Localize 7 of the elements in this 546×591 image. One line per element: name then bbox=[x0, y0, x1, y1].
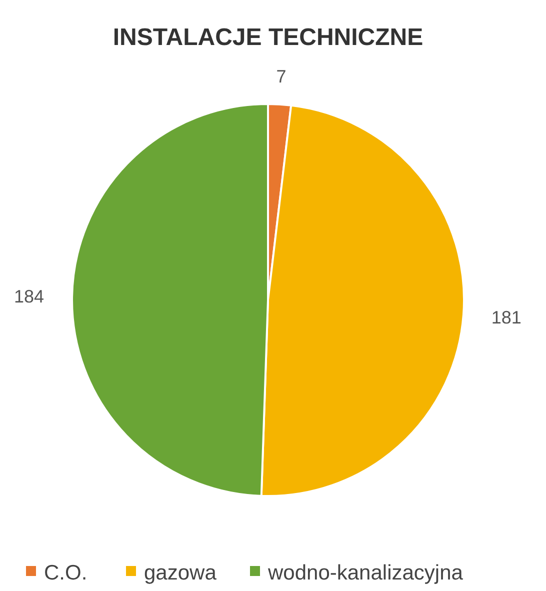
data-label: 181 bbox=[491, 307, 522, 328]
chart-title: INSTALACJE TECHNICZNE bbox=[112, 24, 424, 51]
legend-label: wodno-kanalizacyjna bbox=[267, 561, 464, 584]
legend-label: C.O. bbox=[44, 561, 88, 584]
data-label: 7 bbox=[276, 66, 286, 87]
data-label: 184 bbox=[14, 286, 44, 307]
legend-label: gazowa bbox=[144, 561, 217, 584]
